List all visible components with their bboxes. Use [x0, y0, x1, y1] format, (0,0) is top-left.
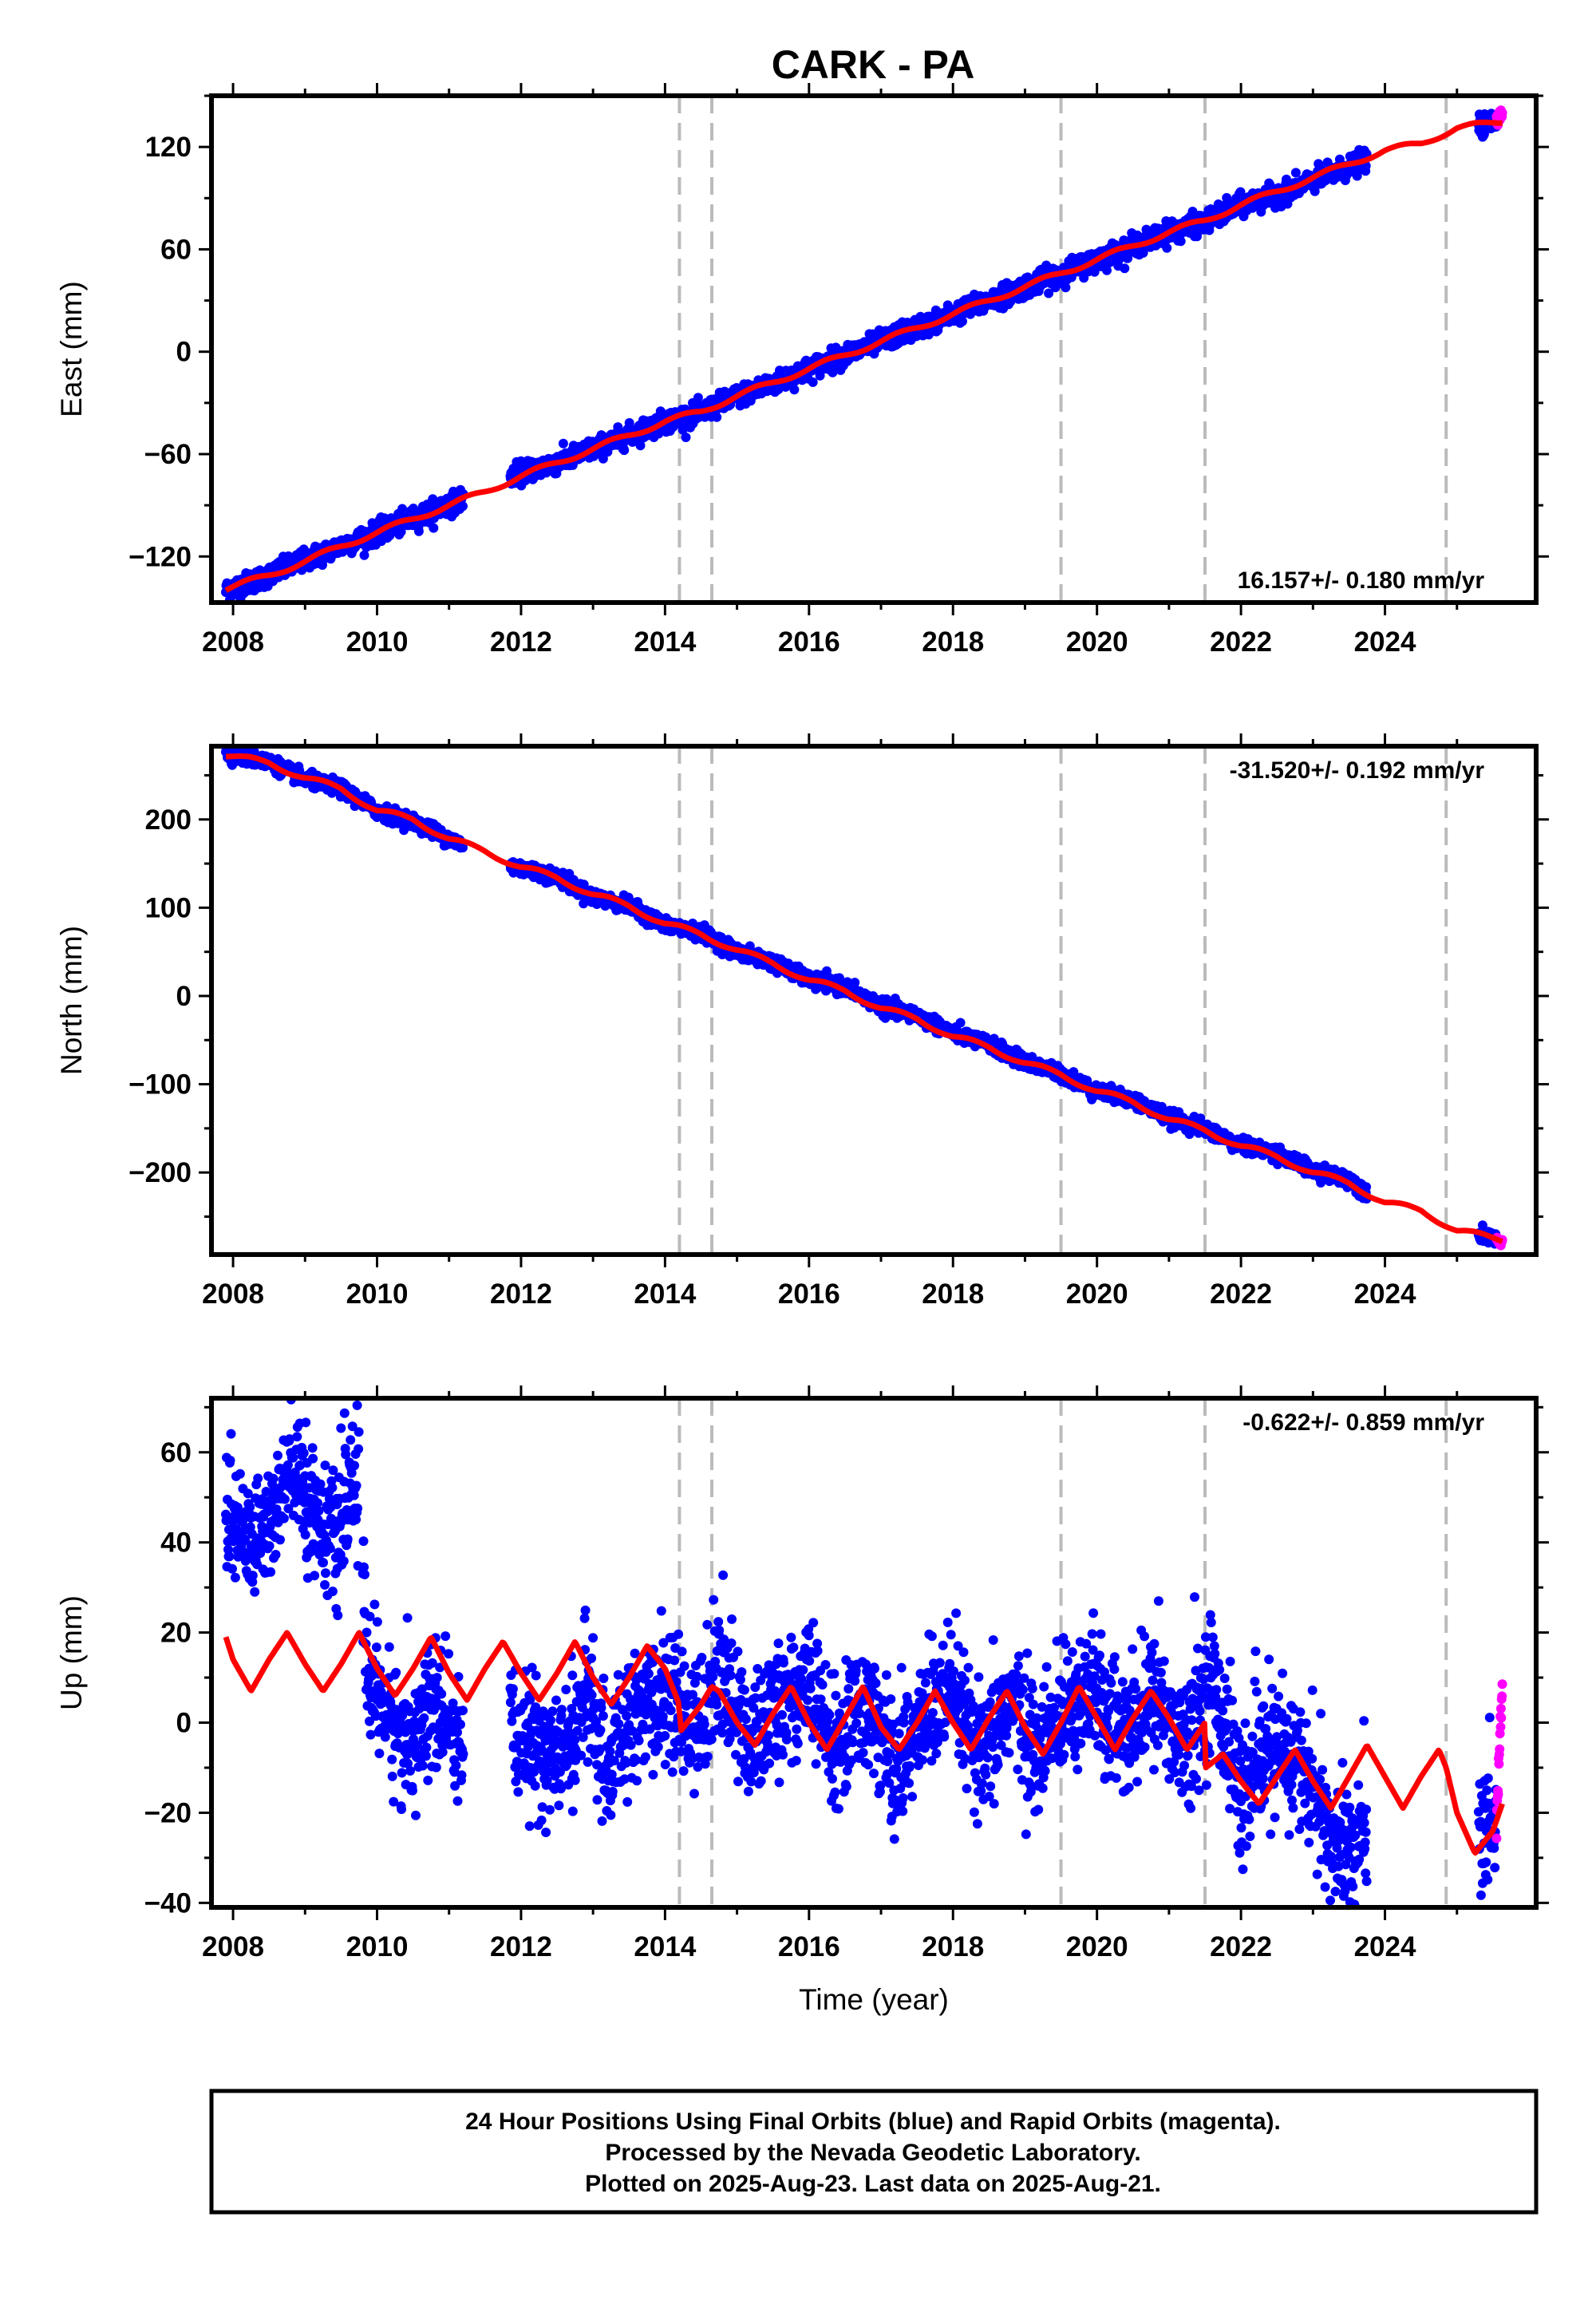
data-point	[681, 433, 691, 442]
data-point	[955, 1018, 966, 1028]
data-point	[558, 438, 568, 449]
figure-title: CARK - PA	[772, 42, 975, 87]
data-point	[1102, 265, 1112, 275]
x-tick-label: 2024	[1354, 626, 1416, 658]
data-point	[413, 526, 424, 536]
data-point	[1290, 168, 1301, 178]
x-tick-label: 2014	[634, 626, 696, 658]
data-point	[1061, 283, 1071, 293]
data-point	[789, 385, 800, 395]
rapid-point	[1497, 108, 1507, 118]
model-line	[224, 119, 1504, 593]
data-point	[850, 978, 860, 988]
data-point	[1120, 263, 1130, 274]
data-point	[359, 550, 369, 560]
y-tick-label: −60	[144, 439, 192, 470]
y-tick-label: 0	[176, 337, 192, 368]
y-tick-label: 60	[160, 234, 192, 265]
panel-east: 2008 2010 2012 2014 2016 2018 2020 2022 2024 −120…	[55, 83, 1549, 658]
data-point	[396, 527, 406, 537]
x-tick-label: 2022	[1210, 626, 1272, 658]
data-point	[923, 330, 934, 340]
data-point	[1044, 288, 1054, 298]
data-point	[1175, 236, 1186, 247]
data-point	[808, 377, 818, 387]
data-point	[1162, 243, 1172, 253]
data-point	[458, 501, 468, 512]
rapid-orbit-points	[1491, 105, 1507, 130]
data-point	[635, 441, 646, 451]
panels: 2008 2010 2012 2014 2016 2018 2020 2022 2024 −120…	[55, 83, 1549, 2016]
data-point	[619, 445, 630, 456]
data-point	[397, 504, 408, 514]
x-tick-label: 2012	[490, 626, 552, 658]
x-tick-label: 2020	[1066, 626, 1128, 658]
data-point	[693, 393, 703, 403]
plot-frame	[209, 93, 1539, 605]
data-point	[958, 316, 967, 326]
y-tick-label: −120	[128, 541, 192, 572]
y-tick-label: 120	[145, 132, 192, 163]
x-tick-label: 2008	[202, 626, 264, 658]
data-point	[712, 412, 722, 422]
x-tick-label: 2018	[922, 626, 984, 658]
data-point	[429, 523, 439, 533]
panel-north: 2008 2010 2012 2014 2016 2018 2020 2022 2024−200…	[55, 733, 1549, 1310]
x-tick-label: 2016	[778, 626, 840, 658]
data-point	[1310, 186, 1320, 196]
y-axis-label: East (mm)	[55, 281, 88, 417]
x-tick-label: 2010	[346, 626, 409, 658]
rate-label: 16.157+/- 0.180 mm/yr	[1238, 567, 1485, 594]
